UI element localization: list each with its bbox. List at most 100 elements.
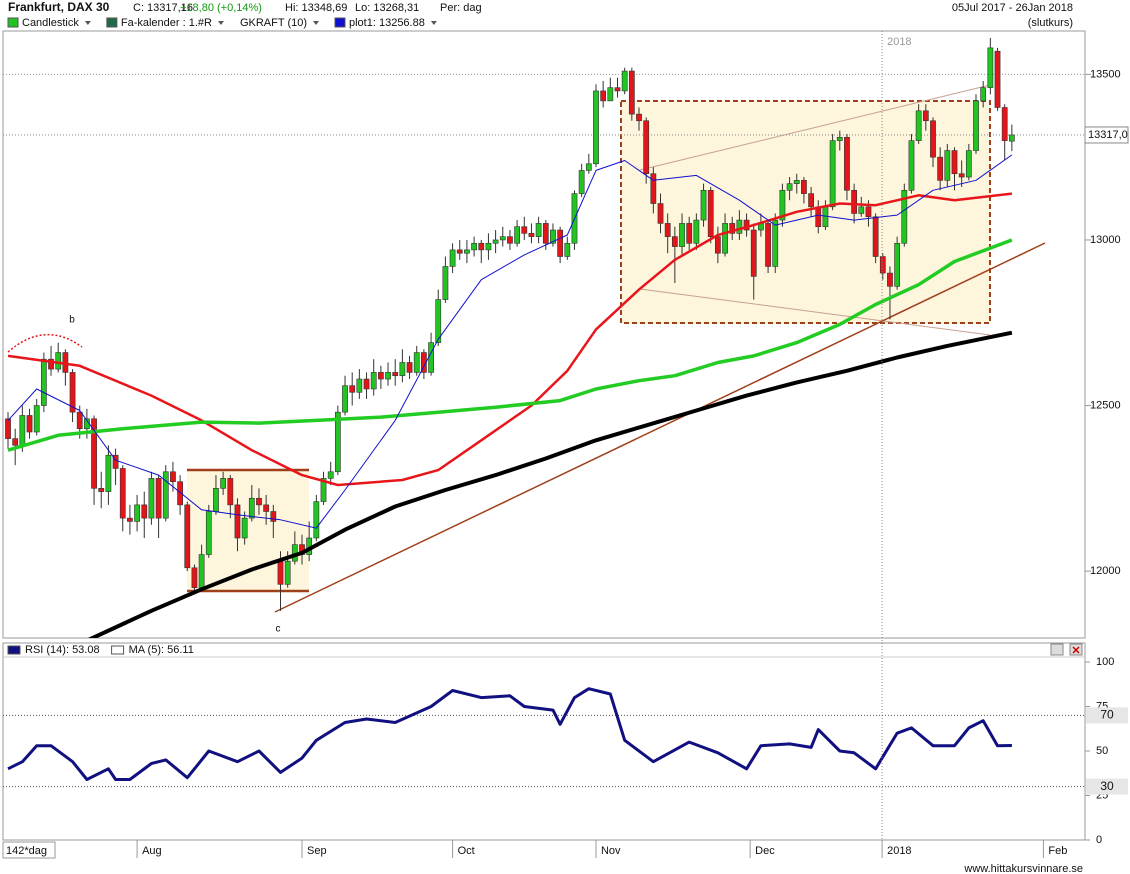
candle-body (793, 180, 800, 184)
candle-body (836, 136, 843, 141)
x-tick-label: Feb (1048, 845, 1067, 857)
level-label: 30 (1100, 779, 1114, 793)
candle-body (872, 216, 879, 257)
candle-body (134, 504, 140, 522)
main-frame (2, 30, 1086, 639)
channel-line (639, 288, 991, 336)
level-box (1086, 707, 1128, 724)
rsi-frame (2, 642, 1086, 841)
candle-body (628, 70, 635, 115)
candle-body (385, 372, 391, 380)
candle-body (464, 249, 470, 254)
change: +18,80 (+0,14%) (180, 2, 262, 14)
candle-body (413, 352, 420, 373)
candle-body (700, 189, 707, 221)
line-series (7, 154, 1013, 529)
main-plot (3, 37, 1085, 638)
candle-body (801, 180, 807, 194)
footer: www.hittakursvinnare.se (963, 863, 1083, 874)
candle-body (270, 511, 277, 522)
close-x (1072, 646, 1080, 654)
candle-body (220, 478, 227, 489)
rsi-legend-swatch (111, 645, 125, 655)
candle-body (557, 229, 564, 257)
tool-icon[interactable] (1050, 643, 1064, 656)
candle-body (714, 236, 721, 254)
candle-body (141, 504, 148, 519)
candle-body (815, 206, 822, 228)
candle-body (507, 236, 513, 244)
candle-body (844, 136, 850, 191)
candle-body (879, 256, 886, 274)
instrument: Frankfurt, DAX 30 (8, 0, 110, 14)
candle-body (937, 156, 944, 181)
range-box (620, 100, 991, 324)
level-box (1086, 778, 1128, 795)
candle-body (421, 352, 427, 373)
candle-body (535, 223, 542, 237)
close: C: 13317,16 (133, 2, 193, 14)
annotation: b (69, 315, 75, 326)
candle-body (184, 504, 191, 569)
candle-body (965, 150, 972, 178)
candle-body (428, 342, 434, 373)
date-range: 05Jul 2017 - 26Jan 2018 (952, 2, 1073, 14)
candle-body (55, 352, 62, 370)
x-tick-label: Oct (458, 845, 475, 857)
candle-body (33, 405, 40, 433)
period: Per: dag (440, 2, 482, 14)
legend-label: Fa-kalender : 1.#R (121, 17, 212, 29)
candle-body (786, 183, 793, 191)
line-series (87, 330, 1013, 638)
candle-body (671, 236, 678, 247)
candle-body (514, 226, 520, 244)
candle-body (227, 478, 234, 506)
y-tick-label: 50 (1096, 745, 1108, 757)
line-series (7, 192, 1013, 487)
candle-body (478, 242, 485, 251)
candle-body (980, 87, 987, 102)
channel-line (639, 84, 991, 171)
legend-arrow (217, 21, 224, 25)
candle-body (994, 50, 1001, 108)
legend-swatch (7, 17, 19, 28)
legend-label: GKRAFT (10) (240, 17, 307, 29)
candle-body (614, 87, 621, 92)
candle-body (127, 517, 133, 522)
year-note: 2018 (887, 36, 911, 48)
candle-body (105, 454, 112, 492)
y-tick-label: 0 (1096, 834, 1102, 846)
legend-label: Candlestick (22, 17, 79, 29)
candle-body (205, 511, 212, 555)
day-count: 142*dag (6, 845, 47, 857)
axes: Aug Sep Oct Nov Dec 2018 2018 Feb 142*dag 12000 12… (2, 31, 1129, 859)
rsi-legend-label: RSI (14): 53.08 (25, 644, 100, 656)
candle-body (12, 438, 19, 446)
candle-body (148, 478, 155, 519)
day-count-box (2, 841, 56, 859)
line-series (7, 238, 1013, 452)
candle-body (915, 110, 922, 141)
candle-body (155, 478, 162, 519)
candle-body (1008, 134, 1015, 142)
candle-body (1001, 107, 1008, 141)
candle-body (284, 560, 291, 585)
candle-body (170, 471, 176, 482)
candle-body (922, 110, 929, 122)
candle-body (686, 223, 693, 244)
candle-body (951, 150, 958, 175)
candle-body (578, 170, 585, 194)
candle-body (26, 415, 33, 433)
candle-body (521, 226, 528, 234)
x-tick-label: Sep (307, 845, 327, 857)
candle-body (76, 411, 83, 430)
last-price-box (1084, 126, 1129, 144)
arc (7, 334, 83, 353)
candle-body (973, 100, 979, 151)
candle-body (370, 372, 377, 390)
candle-body (499, 236, 506, 241)
legend-arrow (84, 21, 91, 25)
candle-body (858, 206, 865, 214)
candle-body (829, 140, 836, 208)
candle-body (765, 223, 771, 267)
